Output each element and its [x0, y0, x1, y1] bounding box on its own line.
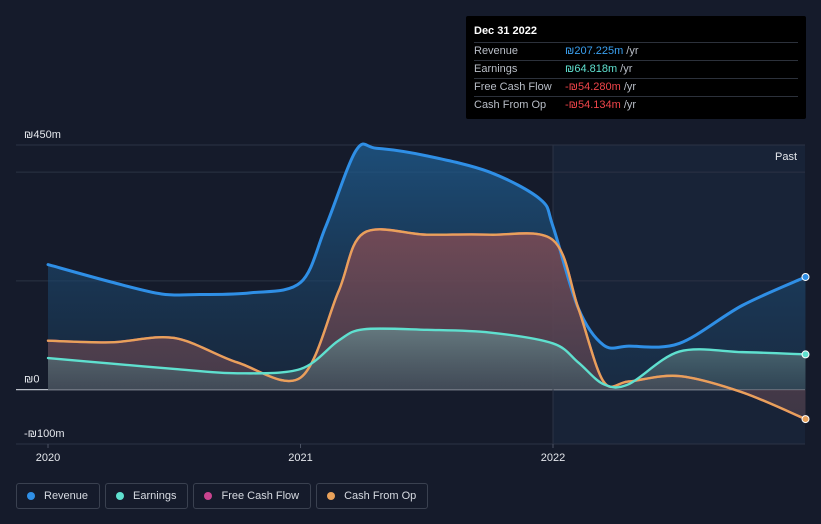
tooltip-unit: /yr — [623, 81, 637, 93]
line-revenue — [46, 142, 807, 350]
tooltip: Dec 31 2022 Revenue ₪207.225m /yr Earnin… — [466, 16, 806, 119]
line-cash-from-op — [46, 228, 807, 421]
legend-item-cash-from-op[interactable]: Cash From Op — [316, 483, 429, 509]
y-tick-label: ₪450m — [24, 129, 61, 141]
x-tick-label: 2020 — [36, 452, 60, 464]
y-axis-labels: ₪450m ₪0 -₪100m — [24, 129, 65, 440]
tooltip-value: ₪64.818m — [565, 63, 618, 75]
tooltip-row-cash-from-op: Cash From Op -₪54.134m /yr — [474, 96, 798, 114]
tooltip-row-revenue: Revenue ₪207.225m /yr — [474, 42, 798, 60]
area-cash-from-op — [48, 229, 806, 420]
tooltip-label: Free Cash Flow — [474, 81, 552, 93]
legend-dot-icon — [27, 492, 35, 500]
series-lines — [46, 142, 810, 424]
tooltip-unit: /yr — [620, 63, 633, 75]
legend-label: Earnings — [133, 490, 177, 502]
x-tick-label: 2021 — [288, 452, 312, 464]
y-tick-label: -₪100m — [24, 428, 65, 440]
tooltip-label: Revenue — [474, 45, 519, 57]
line-earnings — [46, 327, 807, 389]
legend-dot-icon — [327, 492, 336, 500]
tooltip-label: Cash From Op — [474, 99, 547, 111]
tooltip-value: -₪54.134m — [565, 99, 621, 111]
legend-label: Revenue — [44, 490, 89, 502]
endpoint-revenue — [801, 272, 810, 281]
legend-dot-icon — [116, 492, 125, 500]
tooltip-unit: /yr — [623, 99, 637, 111]
past-label: Past — [775, 151, 797, 163]
endpoint-cash-from-op — [801, 415, 810, 424]
legend-label: Free Cash Flow — [221, 490, 300, 502]
x-tick-label: 2022 — [541, 452, 565, 464]
endpoint-earnings — [801, 350, 810, 359]
y-tick-label: ₪0 — [24, 374, 39, 386]
legend-dot-icon — [204, 492, 213, 500]
tooltip-unit: /yr — [626, 45, 639, 57]
tooltip-value: ₪207.225m — [565, 45, 624, 57]
tooltip-value: -₪54.280m — [565, 81, 621, 93]
tooltip-row-free-cash-flow: Free Cash Flow -₪54.280m /yr — [474, 78, 798, 96]
tooltip-date: Dec 31 2022 — [474, 25, 537, 37]
legend-item-revenue[interactable]: Revenue — [16, 483, 101, 509]
x-axis-labels: 2020 2021 2022 — [36, 444, 565, 464]
legend-label: Cash From Op — [344, 490, 417, 502]
tooltip-row-earnings: Earnings ₪64.818m /yr — [474, 60, 798, 78]
legend-item-earnings[interactable]: Earnings — [105, 483, 189, 509]
legend: Revenue Earnings Free Cash Flow Cash Fro… — [16, 483, 429, 509]
tooltip-label: Earnings — [474, 63, 518, 75]
legend-item-free-cash-flow[interactable]: Free Cash Flow — [193, 483, 312, 509]
